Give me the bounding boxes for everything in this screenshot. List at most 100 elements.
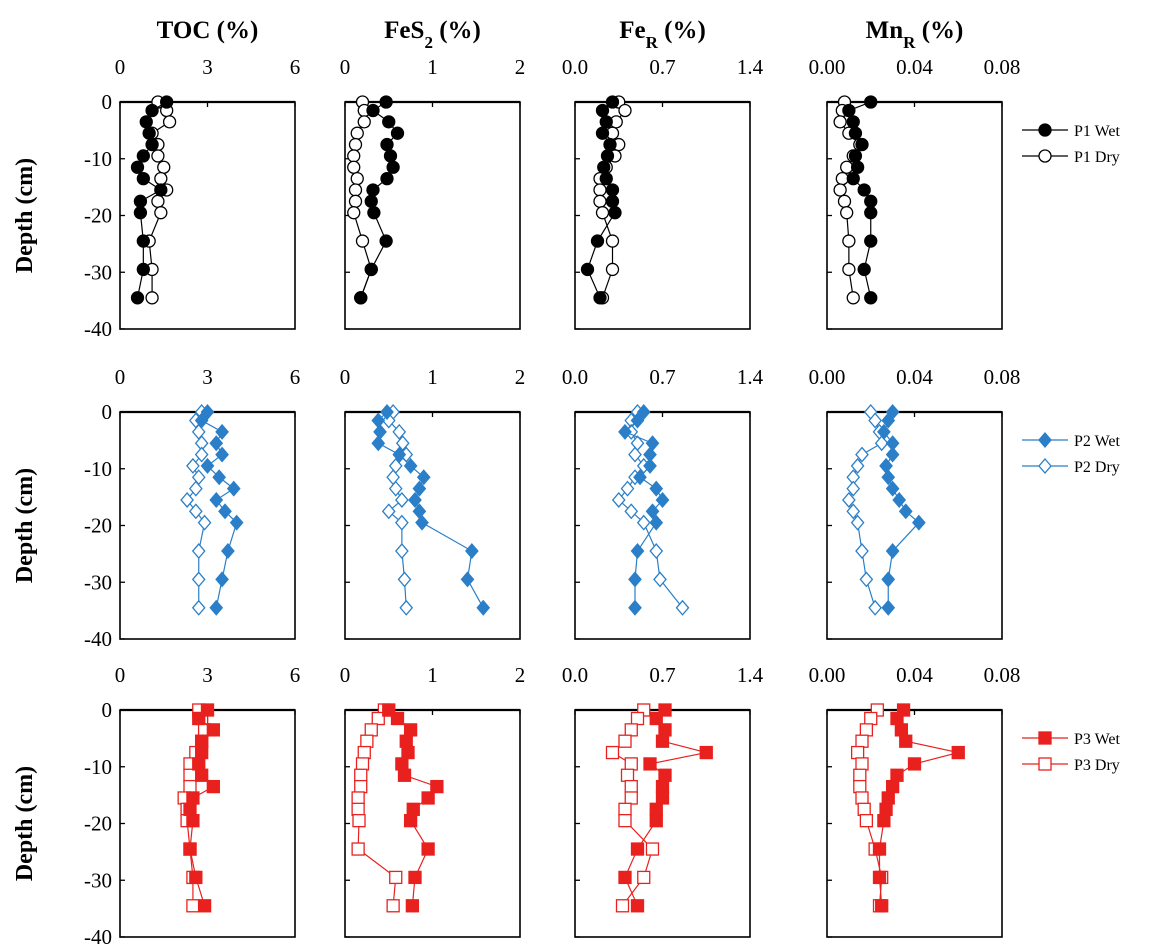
plot-frame bbox=[344, 411, 521, 640]
data-point-p1-wet bbox=[136, 149, 150, 163]
data-point-p1-dry bbox=[840, 160, 854, 174]
data-point-p1-wet bbox=[139, 115, 153, 129]
data-point-p3-dry bbox=[386, 899, 400, 913]
data-point-p3-wet bbox=[430, 779, 444, 794]
y-tick-label: -10 bbox=[84, 755, 112, 779]
data-point-p1-wet bbox=[600, 149, 615, 163]
data-point-p3-wet bbox=[649, 711, 663, 726]
x-tick-label: 0.04 bbox=[896, 55, 933, 79]
data-point-p2-wet bbox=[373, 423, 387, 440]
data-point-p2-dry bbox=[675, 599, 690, 616]
data-point-p3-dry bbox=[371, 711, 385, 726]
data-point-p1-dry bbox=[595, 206, 610, 220]
data-point-p2-dry bbox=[859, 571, 874, 588]
data-point-p2-dry bbox=[180, 491, 194, 508]
data-point-p1-wet bbox=[364, 262, 378, 277]
data-point-p2-wet bbox=[881, 469, 896, 486]
data-point-p2-wet bbox=[636, 404, 651, 420]
data-point-p1-dry bbox=[593, 194, 607, 208]
data-point-p3-dry bbox=[618, 802, 632, 816]
data-point-p2-wet bbox=[226, 480, 241, 497]
legend-marker bbox=[1038, 123, 1052, 137]
data-point-p3-wet bbox=[899, 734, 913, 748]
data-point-p1-wet bbox=[136, 171, 150, 186]
data-point-p3-dry bbox=[624, 779, 638, 794]
data-point-p3-wet bbox=[186, 791, 200, 805]
data-point-p2-wet bbox=[200, 404, 215, 420]
data-point-p3-dry bbox=[352, 814, 366, 828]
data-point-p2-dry bbox=[395, 514, 409, 531]
data-point-p1-dry bbox=[355, 234, 370, 248]
panel-p2-fes2: 0 1 2 bbox=[340, 365, 525, 640]
data-point-p1-wet bbox=[595, 126, 610, 140]
data-point-p3-dry bbox=[364, 723, 378, 737]
data-point-p3-wet bbox=[951, 745, 965, 760]
data-point-p1-wet bbox=[599, 115, 613, 129]
legend-label: P2 Dry bbox=[1074, 459, 1120, 476]
data-point-p2-wet bbox=[209, 491, 224, 508]
x-tick-label: 0.0 bbox=[562, 55, 588, 79]
data-point-p3-dry bbox=[850, 745, 865, 760]
x-tick-label: 6 bbox=[290, 663, 301, 687]
legend-p2: P2 Wet P2 Dry bbox=[1022, 432, 1121, 476]
data-point-p1-wet bbox=[590, 234, 605, 248]
data-point-p2-wet bbox=[912, 514, 926, 531]
data-point-p1-wet bbox=[842, 103, 856, 118]
data-point-p3-dry bbox=[853, 768, 867, 782]
data-point-p1-dry bbox=[350, 126, 364, 140]
data-point-p1-wet bbox=[145, 103, 159, 118]
data-point-p3-wet bbox=[421, 791, 435, 805]
data-point-p3-wet bbox=[890, 768, 904, 782]
data-point-p1-dry bbox=[842, 262, 856, 277]
data-point-p2-wet bbox=[881, 599, 896, 616]
panel-title-mnr: MnR (%) bbox=[866, 17, 964, 52]
panel-p3-fer: 0.0 0.7 1.4 bbox=[562, 663, 764, 938]
y-tick-label: -30 bbox=[84, 260, 112, 284]
data-point-p2-dry bbox=[392, 423, 407, 440]
data-point-p3-wet bbox=[395, 757, 409, 771]
y-axis-label: Depth (cm) bbox=[12, 158, 38, 273]
data-point-p3-wet bbox=[197, 899, 212, 913]
plot-frame bbox=[574, 411, 751, 640]
data-point-p3-wet bbox=[872, 842, 887, 856]
data-point-p1-dry bbox=[347, 149, 361, 163]
data-point-p1-wet bbox=[599, 171, 613, 186]
data-point-p1-wet bbox=[857, 183, 871, 197]
data-point-p2-dry bbox=[649, 543, 664, 560]
data-point-p3-wet bbox=[655, 791, 670, 805]
data-point-p1-dry bbox=[605, 262, 620, 277]
legend-marker bbox=[1038, 731, 1052, 745]
data-point-p3-wet bbox=[658, 768, 672, 782]
data-point-p3-dry bbox=[859, 723, 874, 737]
data-point-p2-dry bbox=[636, 514, 651, 531]
data-point-p3-dry bbox=[855, 791, 869, 805]
x-tick-label: 3 bbox=[202, 365, 213, 389]
x-tick-label: 6 bbox=[290, 365, 301, 389]
data-point-p2-dry bbox=[855, 446, 869, 463]
data-point-p2-dry bbox=[194, 446, 209, 463]
data-point-p1-wet bbox=[846, 171, 860, 186]
data-point-p2-dry bbox=[395, 491, 409, 508]
panel-title-fes2: FeS2 (%) bbox=[384, 17, 481, 52]
data-point-p3-dry bbox=[624, 757, 638, 771]
data-point-p2-wet bbox=[655, 491, 670, 508]
data-point-p2-dry bbox=[399, 599, 414, 616]
data-point-p3-wet bbox=[195, 768, 209, 782]
data-point-p1-dry bbox=[348, 183, 363, 197]
data-point-p1-dry bbox=[837, 194, 852, 208]
data-point-p2-wet bbox=[633, 469, 647, 486]
x-tick-label: 2 bbox=[515, 663, 526, 687]
panel-p2-fer: 0.0 0.7 1.4 bbox=[562, 365, 764, 640]
legend-marker bbox=[1038, 432, 1052, 448]
data-point-p2-dry bbox=[197, 514, 212, 531]
data-point-p3-dry bbox=[183, 779, 197, 794]
x-tick-label: 1.4 bbox=[737, 663, 764, 687]
data-point-p2-dry bbox=[191, 599, 206, 616]
data-point-p3-wet bbox=[399, 734, 413, 748]
y-tick-label: -10 bbox=[84, 457, 112, 481]
data-point-p3-dry bbox=[351, 842, 365, 856]
data-point-p2-dry bbox=[868, 412, 882, 429]
data-point-p1-wet bbox=[603, 137, 617, 152]
data-point-p3-wet bbox=[390, 711, 405, 726]
panel-p2-toc: 0 3 6 bbox=[115, 365, 301, 640]
